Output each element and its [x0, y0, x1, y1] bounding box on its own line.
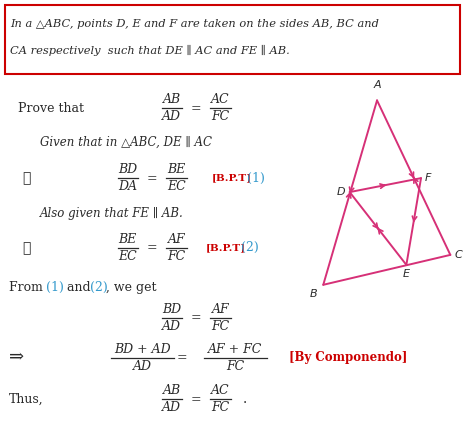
Text: C: C: [454, 250, 462, 260]
Text: BE: BE: [167, 163, 186, 176]
Text: Prove that: Prove that: [18, 102, 84, 115]
Text: =: =: [176, 351, 187, 364]
Text: BD: BD: [162, 303, 182, 316]
Text: =: =: [147, 171, 157, 185]
Text: (2): (2): [241, 241, 259, 255]
Text: In a △ABC, points D, E and F are taken on the sides AB, BC and: In a △ABC, points D, E and F are taken o…: [10, 19, 379, 29]
Text: (2): (2): [90, 281, 108, 294]
Text: =: =: [147, 241, 157, 255]
Text: ∴: ∴: [22, 241, 31, 255]
Text: D: D: [337, 187, 346, 197]
Text: AF + FC: AF + FC: [208, 343, 263, 355]
Text: FC: FC: [211, 320, 230, 333]
Text: F: F: [425, 173, 431, 183]
Text: EC: EC: [118, 250, 137, 263]
Text: AC: AC: [211, 93, 230, 107]
Text: FC: FC: [226, 359, 245, 373]
Text: FC: FC: [211, 110, 230, 123]
Text: AC: AC: [211, 385, 230, 397]
Text: (1): (1): [46, 281, 64, 294]
Text: AD: AD: [133, 359, 152, 373]
Text: E: E: [403, 269, 410, 279]
Text: From: From: [9, 281, 46, 294]
Text: AD: AD: [162, 320, 181, 333]
Text: FC: FC: [211, 401, 230, 415]
Text: and: and: [63, 281, 95, 294]
Text: AD: AD: [162, 401, 181, 415]
Text: CA respectively  such that DE ∥ AC and FE ∥ AB.: CA respectively such that DE ∥ AC and FE…: [10, 45, 290, 56]
Text: AB: AB: [163, 385, 181, 397]
Text: BD: BD: [118, 163, 137, 176]
Text: [B.P.T]: [B.P.T]: [212, 174, 252, 183]
Text: EC: EC: [167, 180, 186, 193]
Text: Given that in △ABC, DE ∥ AC: Given that in △ABC, DE ∥ AC: [40, 136, 212, 149]
Text: BD + AD: BD + AD: [114, 343, 171, 355]
Text: (1): (1): [247, 171, 265, 185]
Text: A: A: [373, 80, 381, 91]
Text: AF: AF: [168, 233, 185, 246]
Text: AB: AB: [163, 93, 181, 107]
Text: =: =: [191, 102, 201, 115]
Text: Thus,: Thus,: [9, 393, 43, 406]
Text: [By Componendo]: [By Componendo]: [289, 351, 408, 364]
FancyBboxPatch shape: [5, 5, 460, 74]
Text: FC: FC: [167, 250, 186, 263]
Text: ∴: ∴: [22, 171, 31, 185]
Text: DA: DA: [118, 180, 137, 193]
Text: =: =: [191, 393, 201, 406]
Text: AD: AD: [162, 110, 181, 123]
Text: B: B: [310, 289, 318, 299]
Text: , we get: , we get: [106, 281, 157, 294]
Text: ⇒: ⇒: [9, 349, 24, 366]
Text: AF: AF: [212, 303, 229, 316]
Text: BE: BE: [118, 233, 137, 246]
Text: =: =: [191, 311, 201, 324]
Text: Also given that FE ∥ AB.: Also given that FE ∥ AB.: [40, 206, 183, 220]
Text: [B.P.T]: [B.P.T]: [206, 244, 246, 252]
Text: .: .: [243, 392, 247, 407]
